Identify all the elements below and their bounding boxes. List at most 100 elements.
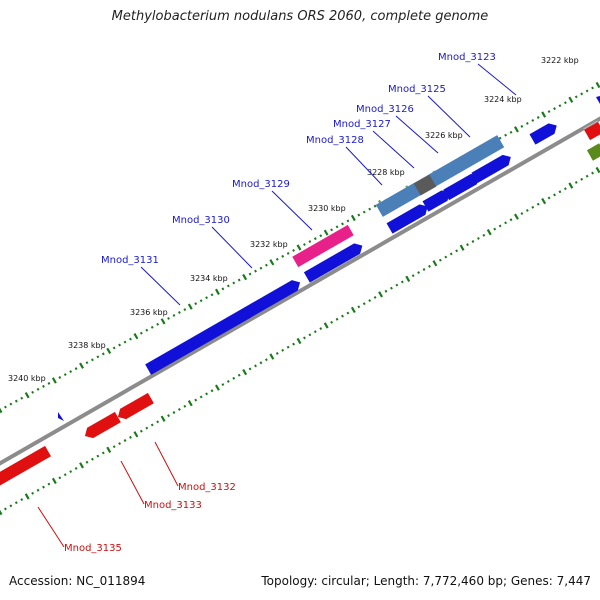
tick-mark <box>187 400 193 407</box>
tick-mark <box>432 260 438 267</box>
tick-mark <box>591 171 594 175</box>
gene-block-mnod-3129b[interactable] <box>303 242 363 283</box>
tick-mark <box>525 121 529 125</box>
tick-mark <box>106 347 112 355</box>
reverse-gene-label[interactable]: Mnod_3132 <box>154 441 236 493</box>
tick-mark <box>281 348 285 352</box>
tick-mark <box>123 340 127 344</box>
tick-mark <box>205 296 208 300</box>
tick-mark <box>459 244 465 251</box>
tick-mark <box>411 274 415 278</box>
tick-mark <box>69 470 73 474</box>
tick-mark <box>194 398 198 402</box>
tick-mark <box>362 302 366 306</box>
tick-mark <box>536 116 540 119</box>
map-title: Methylobacterium nodulans ORS 2060, comp… <box>111 9 489 24</box>
tick-mark <box>292 342 295 346</box>
forward-gene-label[interactable]: Mnod_3131 <box>101 255 181 306</box>
tick-mark <box>368 299 372 303</box>
forward-gene-label[interactable]: Mnod_3126 <box>356 104 439 154</box>
gene-block-mnod-3128[interactable] <box>385 203 428 234</box>
tick-mark <box>296 244 302 251</box>
gene-block-mnod-3127[interactable] <box>421 189 450 212</box>
tick-mark <box>118 343 122 347</box>
gene-block-mnod-3126[interactable] <box>442 172 480 201</box>
tick-mark <box>296 337 302 345</box>
tick-mark <box>58 376 62 379</box>
forward-gene-label[interactable]: Mnod_3129 <box>232 179 313 231</box>
tick-mark <box>269 353 275 360</box>
forward-gene-label[interactable]: Mnod_3128 <box>306 135 383 186</box>
tick-mark <box>36 387 40 391</box>
tick-mark <box>167 316 170 320</box>
tick-mark <box>504 221 507 225</box>
tick-mark <box>101 352 105 356</box>
tick-mark <box>24 493 30 500</box>
tick-mark <box>129 337 132 341</box>
tick-mark <box>313 330 317 334</box>
forward-gene-label[interactable]: Mnod_3123 <box>438 52 517 96</box>
gene-block-mnod-3129[interactable] <box>291 223 354 268</box>
tick-mark <box>264 358 268 362</box>
tick-mark <box>85 460 89 464</box>
tick-mark <box>514 126 519 133</box>
tick-mark <box>91 457 94 461</box>
tick-mark <box>9 504 13 508</box>
kbp-tick-label: 3240 kbp <box>8 374 46 383</box>
reverse-gene-label[interactable]: Mnod_3133 <box>120 460 202 511</box>
tick-mark <box>373 204 377 208</box>
genome-backbone <box>0 116 600 466</box>
tick-mark <box>160 318 166 325</box>
tick-mark <box>96 355 100 359</box>
tick-mark <box>405 275 411 282</box>
tick-mark <box>14 399 18 403</box>
tick-mark <box>172 314 176 317</box>
reverse-gene-label[interactable]: Mnod_3135 <box>37 506 122 554</box>
tick-mark <box>139 331 143 335</box>
tick-mark <box>547 110 551 114</box>
strand-marker-icon <box>596 96 600 104</box>
gene-block-mnod-3135[interactable] <box>0 444 51 487</box>
tick-mark <box>47 381 51 385</box>
gene-block-mnod-3131[interactable] <box>144 305 254 375</box>
kbp-tick-label: 3228 kbp <box>367 168 405 177</box>
tick-mark <box>547 196 551 200</box>
gene-block-mnod-3125[interactable] <box>470 153 511 184</box>
gene-block-mnod-3123[interactable] <box>528 122 557 145</box>
kbp-tick-label: 3230 kbp <box>308 204 346 213</box>
tick-mark <box>281 254 285 258</box>
highlight-region[interactable] <box>375 133 505 217</box>
forward-gene-label[interactable]: Mnod_3125 <box>388 84 471 138</box>
tick-mark <box>51 377 57 384</box>
tick-mark <box>31 390 35 394</box>
gene-block-mnod-3132[interactable] <box>117 391 154 420</box>
tick-mark <box>553 107 556 111</box>
tick-mark <box>160 415 166 422</box>
tick-mark <box>471 240 475 243</box>
highlight-overlap[interactable] <box>412 173 437 196</box>
tick-mark <box>51 477 57 485</box>
tick-mark <box>275 351 279 355</box>
gene-block-mnod-3130[interactable] <box>243 278 301 318</box>
tick-mark <box>36 488 40 492</box>
tick-mark <box>595 166 600 174</box>
tick-mark <box>286 251 290 255</box>
tick-mark <box>248 367 252 371</box>
strand-marker-icon <box>58 412 64 421</box>
tick-mark <box>85 361 89 365</box>
tick-mark <box>313 237 317 241</box>
gene-block-mnod-3133[interactable] <box>84 410 121 439</box>
tick-mark <box>417 271 421 275</box>
gene-block-right-edge[interactable] <box>583 120 600 141</box>
tick-mark <box>563 187 567 191</box>
forward-gene-label[interactable]: Mnod_3130 <box>172 215 253 269</box>
gene-block-right-edge-green[interactable] <box>586 142 600 161</box>
kbp-tick-label: 3224 kbp <box>484 95 522 104</box>
forward-gene-label[interactable]: Mnod_3127 <box>333 119 415 169</box>
tick-mark <box>574 180 578 184</box>
tick-mark <box>20 498 24 502</box>
tick-mark <box>422 268 426 271</box>
tick-mark <box>112 445 116 449</box>
kbp-tick-label: 3238 kbp <box>68 341 106 350</box>
tick-mark <box>0 407 3 414</box>
